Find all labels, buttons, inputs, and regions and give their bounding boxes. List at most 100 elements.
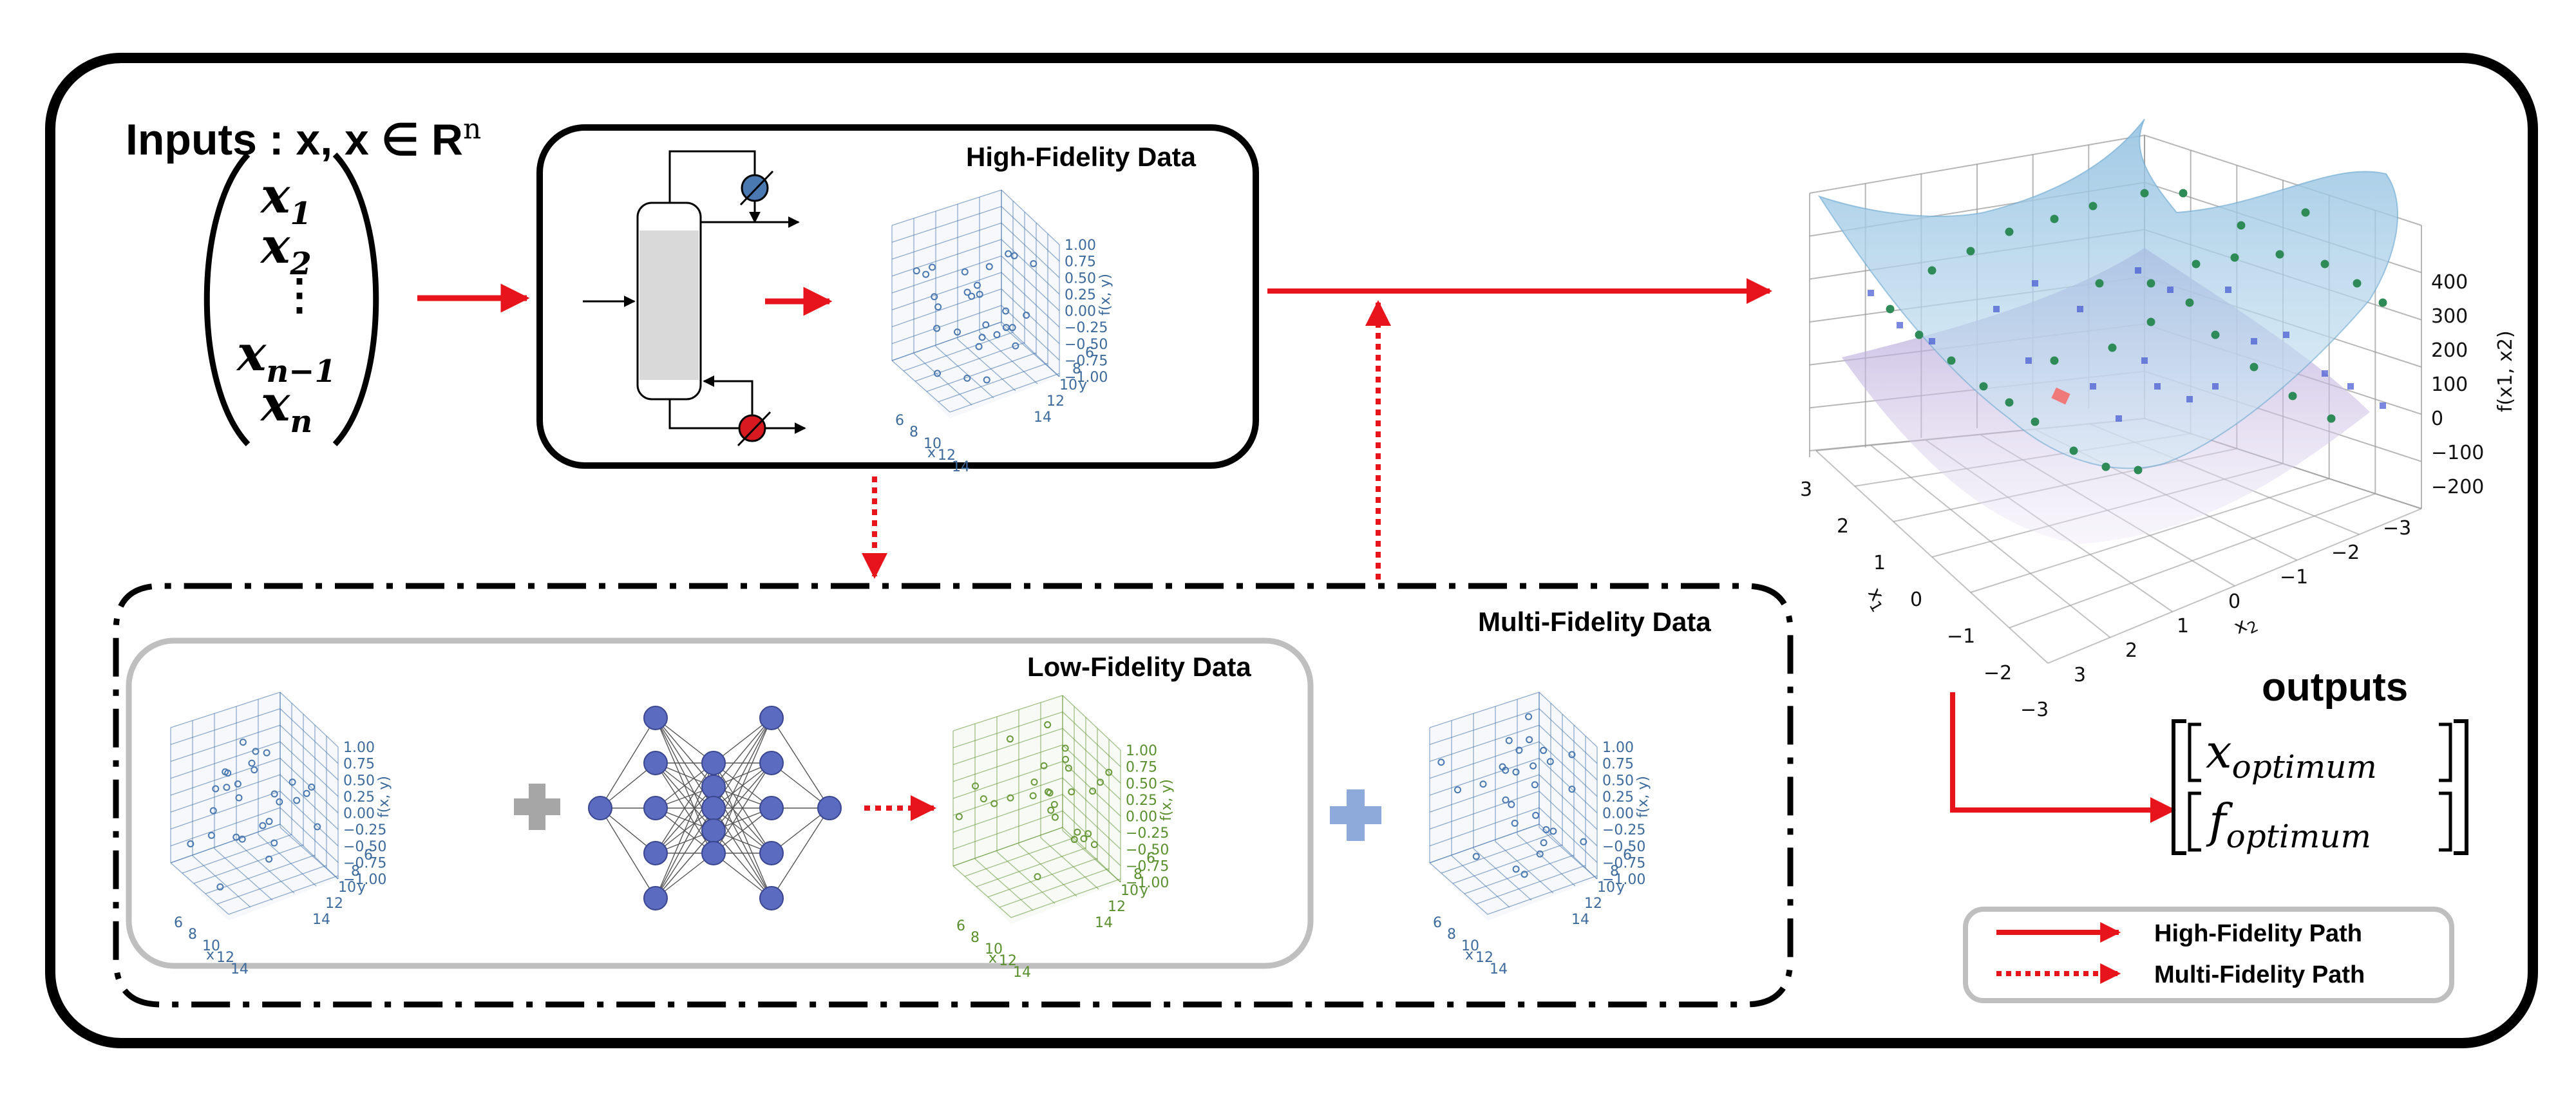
scatter-grid: [170, 692, 339, 921]
z-tick-label: 0.00: [1065, 304, 1096, 320]
scatter-point: [1090, 841, 1098, 849]
nn-node: [759, 796, 784, 820]
nn-node: [588, 796, 612, 820]
scatter-point: [1089, 787, 1097, 795]
y-tick-label: 12: [1584, 896, 1602, 912]
surface-point-high: [1979, 382, 1988, 391]
z-tick-label: −0.50: [343, 839, 386, 855]
output-x-optimum: xoptimum: [2206, 724, 2377, 786]
x-tick-label: 6: [1433, 915, 1442, 931]
surface-x2-tick-label: −3: [2383, 517, 2411, 540]
surface-x1-tick-label: 0: [1910, 589, 1922, 611]
surface-point-low: [2186, 396, 2193, 402]
x-tick-label: 6: [174, 915, 183, 931]
scatter-point: [1508, 800, 1515, 808]
scatter-point: [1044, 721, 1052, 729]
nn-node: [643, 886, 668, 910]
nn-node: [759, 886, 784, 910]
scatter-point: [1044, 788, 1052, 796]
scatter-point: [1074, 828, 1081, 836]
scatter-point: [1502, 796, 1510, 804]
y-tick-label: 12: [325, 896, 343, 912]
surface-point-high: [2288, 391, 2297, 401]
scatter-point: [1005, 250, 1012, 258]
surface-x2-axis-label: x2: [2231, 610, 2261, 643]
scatter-point: [1525, 713, 1533, 721]
z-tick-label: −0.75: [1602, 855, 1645, 871]
scatter-point: [1002, 307, 1010, 315]
scatter-point: [252, 748, 260, 755]
scatter-point: [1530, 762, 1537, 769]
surface-point-low: [2154, 383, 2161, 390]
z-tick-label: −0.25: [1126, 825, 1169, 842]
z-axis-label: f(x, y): [1097, 274, 1113, 316]
surface-point-low: [2322, 370, 2328, 377]
scatter-point: [934, 370, 942, 377]
scatter-point: [982, 321, 990, 329]
surface-z-tick-label: 300: [2431, 305, 2468, 328]
surface-point-high: [2050, 214, 2059, 223]
z-axis-label: f(x, y): [1635, 776, 1651, 818]
scatter-point: [1012, 342, 1019, 350]
multi-fidelity-box: Multi-Fidelity Data: [113, 583, 1794, 1008]
z-tick-label: 0.00: [1126, 809, 1157, 825]
scatter-point: [1061, 744, 1069, 752]
scatter-point: [1009, 324, 1016, 332]
surface-z-tick-label: −100: [2431, 442, 2484, 464]
surface-point-high: [2088, 202, 2098, 211]
scatter-point: [276, 798, 283, 806]
scatter-point: [1568, 786, 1576, 793]
x-axis-label: x: [1465, 947, 1473, 963]
surface-x2-tick-label: −2: [2331, 542, 2360, 564]
scatter-point: [235, 794, 243, 802]
surface-point-high: [2146, 317, 2155, 326]
y-tick-label: 14: [1571, 912, 1589, 928]
x-tick-label: 12: [216, 950, 234, 966]
nn-node: [759, 706, 784, 730]
y-tick-label: 8: [1133, 867, 1142, 883]
legend-high-fidelity-label: High-Fidelity Path: [2154, 920, 2362, 947]
y-tick-label: 8: [1610, 863, 1619, 880]
scatter-point: [1040, 762, 1048, 769]
surface-point-low: [2116, 415, 2122, 422]
x-tick-label: 8: [188, 927, 197, 943]
y-tick-label: 6: [1623, 847, 1632, 863]
nn-node: [643, 796, 668, 820]
scatter-point: [1065, 764, 1072, 772]
scatter-point: [973, 281, 981, 289]
nn-node: [759, 841, 784, 865]
surface-x1-tick-label: −1: [1947, 625, 1975, 648]
x-tick-label: 8: [1447, 927, 1456, 943]
surface-point-low: [2141, 357, 2148, 364]
surface-point-low: [2251, 338, 2257, 344]
nn-node: [701, 818, 726, 843]
scatter-point: [265, 818, 273, 825]
scatter-point: [980, 795, 987, 803]
x-tick-label: 10: [1461, 938, 1479, 954]
z-tick-label: −1.00: [1126, 875, 1169, 891]
surface-point-high: [2230, 253, 2239, 262]
x-tick-label: 8: [909, 424, 918, 440]
scatter-point: [1006, 735, 1014, 743]
surface-x2-tick-label: 0: [2228, 590, 2240, 613]
y-axis-label: y: [357, 880, 366, 896]
z-axis-label: f(x, y): [1159, 779, 1175, 821]
scatter-point: [963, 288, 971, 296]
scatter-point: [954, 328, 961, 336]
scatter-point: [1062, 755, 1070, 763]
z-tick-label: 0.75: [343, 757, 375, 773]
surface-point-low: [2167, 287, 2174, 293]
scatter-point: [293, 797, 301, 804]
y-tick-label: 14: [312, 912, 330, 928]
scatter-point: [1515, 746, 1523, 754]
surface-point-high: [2185, 298, 2194, 307]
high-fidelity-scatter-plot: 1.000.750.500.250.00−0.25−0.50−0.75−1.00…: [891, 189, 1113, 475]
z-tick-label: −0.25: [1602, 822, 1645, 838]
outputs-section: outputs xoptimum foptimum: [1950, 665, 2468, 855]
surface-point-high: [2101, 462, 2110, 471]
right-paren: [332, 152, 379, 447]
z-tick-label: 0.50: [1126, 776, 1157, 792]
x-tick-label: 10: [923, 436, 942, 452]
scatter-point: [993, 331, 1001, 339]
arrow-surface-to-outputs: [1950, 692, 2176, 823]
